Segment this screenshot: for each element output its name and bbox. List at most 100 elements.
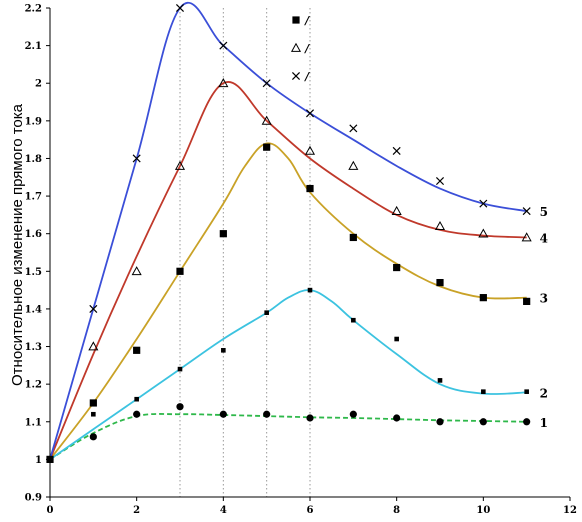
series-3-point	[393, 263, 401, 272]
legend-label: /	[304, 14, 310, 27]
series-2-point	[91, 411, 96, 417]
series-1-point	[393, 414, 401, 422]
series-4-label: 4	[540, 231, 548, 245]
series-2-point	[481, 389, 486, 394]
series-1-label: 1	[540, 416, 548, 430]
series-3-point	[523, 297, 531, 305]
series-2-point	[524, 389, 529, 394]
series-5-line	[49, 1, 527, 460]
series-3-point	[219, 230, 227, 238]
series-2-point	[221, 348, 226, 353]
series-4-point	[434, 220, 446, 231]
series-5-label: 5	[540, 205, 548, 219]
x-tick-label: 12	[563, 505, 577, 516]
legend-marker	[291, 71, 301, 81]
series-5-point	[435, 177, 445, 186]
series-1-point	[306, 414, 314, 422]
series-5-point	[132, 154, 141, 163]
y-tick-label: 2.2	[25, 4, 42, 15]
series-1-point	[176, 403, 184, 411]
series-1-point	[133, 410, 141, 418]
legend-marker	[292, 16, 300, 24]
cross-stroke	[262, 79, 271, 88]
series-4-point	[174, 160, 186, 170]
legend: / / /	[290, 14, 310, 83]
series-1-point	[219, 410, 227, 418]
cross-stroke	[175, 3, 185, 13]
series-3-line	[49, 142, 527, 460]
series-4-point	[131, 266, 142, 276]
y-tick-label: 1	[35, 455, 42, 466]
series-3-point	[89, 399, 97, 407]
series-3-point	[176, 267, 184, 275]
series-4-point	[88, 341, 99, 351]
legend-marker	[290, 42, 302, 52]
cross-stroke	[479, 199, 488, 208]
x-tick-label: 0	[47, 505, 54, 516]
series-4-point	[478, 228, 489, 238]
cross-stroke	[349, 124, 358, 133]
series-3-point	[306, 184, 314, 193]
y-tick-label: 1.2	[25, 380, 42, 391]
y-tick-label: 2	[35, 79, 42, 90]
series-3-point	[349, 233, 357, 242]
legend-label: /	[304, 42, 310, 55]
cross-stroke	[305, 109, 315, 118]
y-tick-label: 1.7	[25, 192, 42, 203]
y-tick-label: 1.6	[25, 229, 42, 240]
series-3-point	[263, 143, 271, 151]
series-1-point	[436, 418, 444, 426]
x-tick-label: 4	[220, 505, 227, 516]
series-5-point	[175, 3, 185, 13]
series-curves	[49, 1, 527, 461]
cross-stroke	[132, 154, 141, 163]
series-1-point	[349, 410, 357, 418]
axes: 0.9 1 1.1 1.2 1.3 1.4 1.5 1.6 1.7 1.8 1.9 2 2.1 2.2 0 2…	[25, 4, 577, 517]
reference-lines	[179, 8, 311, 497]
series-1-point	[523, 418, 531, 426]
y-tick-label: 2.1	[25, 41, 42, 52]
series-markers	[46, 3, 532, 463]
series-5-point	[479, 199, 488, 208]
cross-stroke	[89, 304, 98, 313]
series-2-point	[134, 396, 139, 402]
series-4-point	[261, 115, 272, 125]
series-1-point	[479, 418, 487, 426]
series-5-point	[392, 146, 401, 155]
cross-stroke	[435, 177, 445, 186]
y-axis-label: Относительное изменение прямого тока	[9, 103, 26, 386]
series-4-line	[49, 81, 527, 460]
series-3-point	[46, 455, 54, 463]
y-tick-label: 1.1	[25, 417, 42, 428]
series-4-point	[304, 145, 316, 155]
series-5-point	[349, 124, 358, 133]
series-4-point	[391, 205, 402, 215]
series-5-point	[262, 79, 271, 88]
legend-label: /	[304, 70, 310, 83]
series-2-line	[49, 289, 527, 461]
cross-stroke	[291, 71, 301, 81]
series-2-point	[351, 317, 356, 323]
cross-stroke	[522, 207, 531, 216]
series-3-point	[436, 278, 444, 287]
cross-stroke	[219, 41, 228, 50]
x-tick-label: 6	[307, 505, 314, 516]
series-labels: 1 2 3 4 5	[540, 205, 548, 430]
series-2-point	[177, 366, 183, 372]
series-1-line	[49, 413, 527, 461]
series-4-point	[348, 160, 359, 170]
series-3-point	[133, 346, 141, 354]
y-tick-label: 1.5	[25, 267, 42, 278]
x-tick-label: 2	[133, 505, 140, 516]
series-2-point	[264, 310, 269, 315]
series-3-point	[479, 294, 487, 302]
series-5-point	[89, 304, 98, 313]
series-4-point	[521, 232, 532, 242]
series-2-point	[437, 378, 443, 383]
y-tick-label: 1.8	[25, 154, 42, 165]
x-tick-label: 8	[393, 505, 400, 516]
series-5-point	[219, 41, 228, 50]
series-2-point	[394, 336, 399, 342]
series-1-point	[263, 410, 271, 418]
